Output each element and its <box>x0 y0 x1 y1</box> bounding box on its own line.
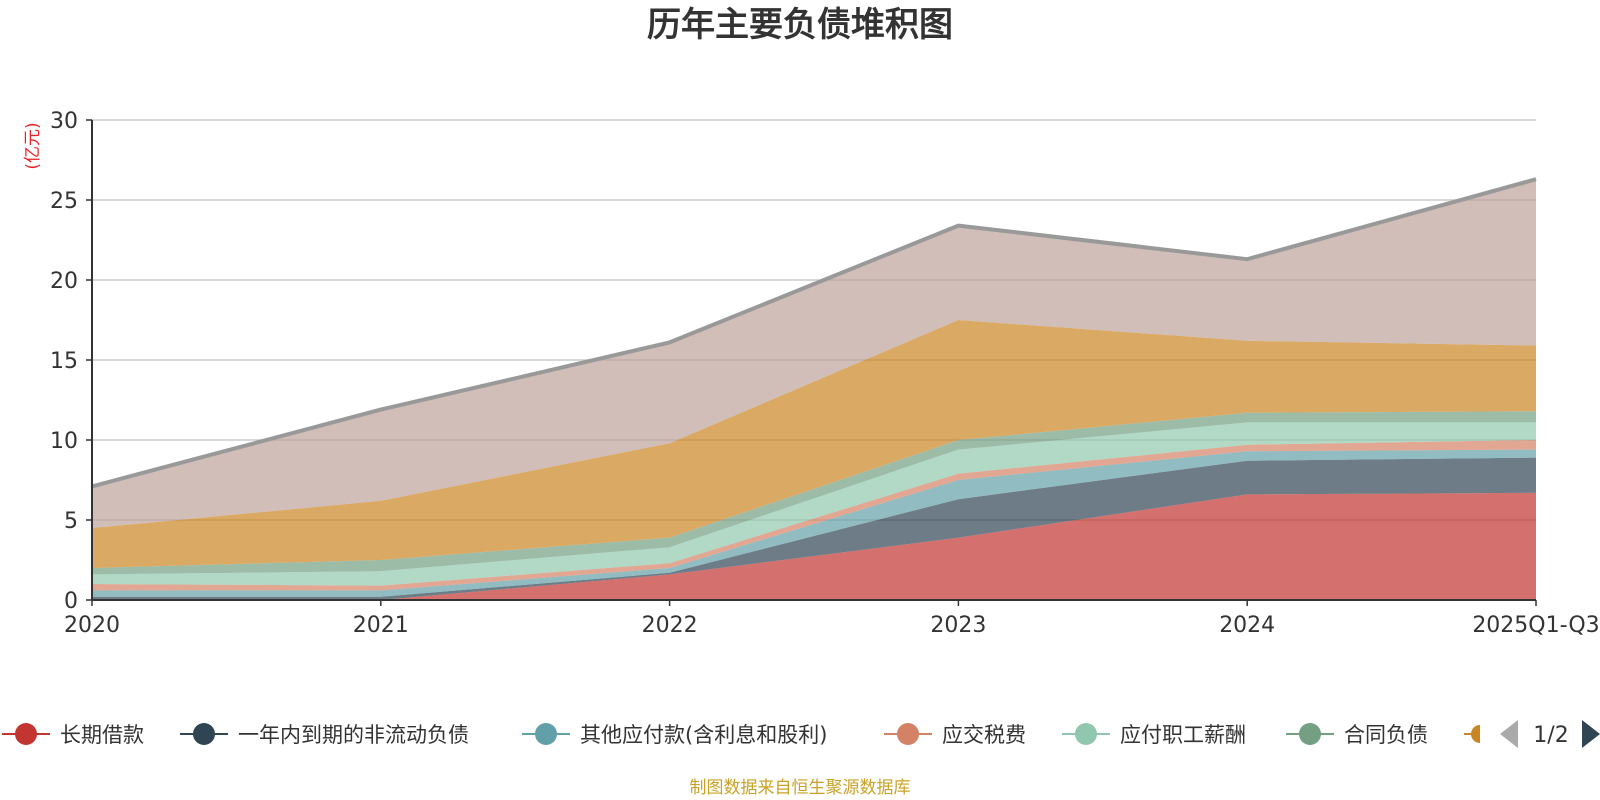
y-tick-label: 30 <box>50 109 78 134</box>
legend-marker <box>1075 723 1097 745</box>
y-tick-label: 20 <box>50 269 78 294</box>
legend-label: 合同负债 <box>1344 723 1428 747</box>
legend-marker <box>897 723 919 745</box>
x-tick-label: 2023 <box>930 613 986 638</box>
legend-marker <box>535 723 557 745</box>
legend-label: 一年内到期的非流动负债 <box>238 723 469 747</box>
legend-marker <box>1471 725 1480 743</box>
area-series <box>92 320 1536 568</box>
legend-item-partial[interactable] <box>1464 725 1480 743</box>
legend-marker <box>15 723 37 745</box>
chart-title: 历年主要负债堆积图 <box>647 5 953 45</box>
y-tick-label: 15 <box>50 349 78 374</box>
x-tick-label: 2024 <box>1219 613 1275 638</box>
area-series <box>92 179 1536 528</box>
legend-next-page-icon[interactable] <box>1582 720 1600 748</box>
y-axis-unit-label: (亿元) <box>23 122 43 169</box>
legend-item[interactable]: 应交税费 <box>884 723 1026 747</box>
y-axis-ticks: 0 5 10 15 20 25 30 <box>50 109 92 614</box>
x-tick-label: 2022 <box>642 613 698 638</box>
legend-item[interactable]: 合同负债 <box>1286 723 1428 747</box>
x-tick-label: 2025Q1-Q3 <box>1472 613 1599 638</box>
y-tick-label: 5 <box>64 509 78 534</box>
area-series <box>92 422 1536 586</box>
legend-marker <box>1299 723 1321 745</box>
legend: 长期借款 一年内到期的非流动负债 其他应付款(含利息和股利) 应交税费 应付职工薪酬 合同… <box>2 723 1480 747</box>
y-tick-label: 10 <box>50 429 78 454</box>
y-tick-label: 0 <box>64 589 78 614</box>
area-series-group <box>91 177 1537 600</box>
x-axis-ticks: 2020 2021 2022 2023 2024 2025Q1-Q3 <box>64 600 1600 638</box>
legend-label: 其他应付款(含利息和股利) <box>580 723 827 747</box>
legend-label: 应付职工薪酬 <box>1120 723 1246 747</box>
legend-marker <box>193 723 215 745</box>
legend-page-indicator: 1/2 <box>1533 723 1568 748</box>
legend-prev-page-icon[interactable] <box>1500 720 1518 748</box>
total-line <box>91 177 1537 489</box>
x-tick-label: 2021 <box>353 613 409 638</box>
legend-item[interactable]: 长期借款 <box>2 723 144 747</box>
legend-item[interactable]: 应付职工薪酬 <box>1062 723 1246 747</box>
legend-item[interactable]: 其他应付款(含利息和股利) <box>522 723 827 747</box>
y-tick-label: 25 <box>50 189 78 214</box>
legend-pager: 1/2 <box>1500 720 1600 748</box>
area-series <box>92 457 1536 600</box>
legend-label: 应交税费 <box>942 723 1026 747</box>
area-series <box>92 492 1536 600</box>
legend-label: 长期借款 <box>60 723 144 747</box>
x-tick-label: 2020 <box>64 613 120 638</box>
area-series <box>92 411 1536 575</box>
data-source-note: 制图数据来自恒生聚源数据库 <box>690 778 911 798</box>
legend-item[interactable]: 一年内到期的非流动负债 <box>180 723 469 747</box>
